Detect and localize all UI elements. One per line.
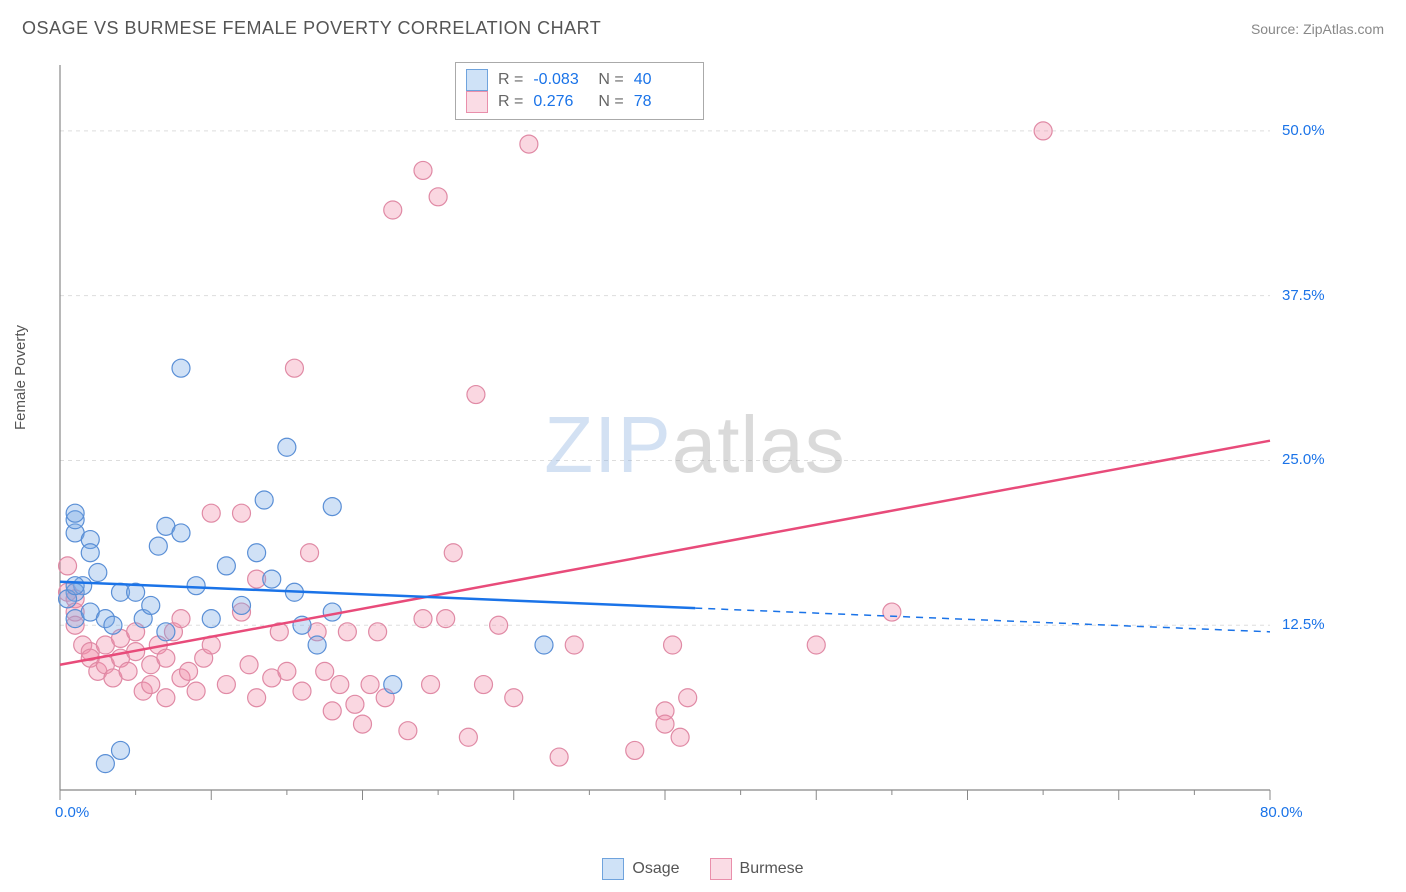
- y-tick-label: 50.0%: [1282, 122, 1325, 139]
- chart-title: OSAGE VS BURMESE FEMALE POVERTY CORRELAT…: [22, 18, 601, 39]
- chart-area: ZIPatlas 12.5%25.0%37.5%50.0%0.0%80.0%: [50, 60, 1340, 830]
- chart-header: OSAGE VS BURMESE FEMALE POVERTY CORRELAT…: [22, 18, 1384, 39]
- legend-label-osage: Osage: [632, 860, 679, 878]
- y-tick-label: 25.0%: [1282, 451, 1325, 468]
- r-label-burmese: R =: [498, 91, 523, 113]
- n-value-burmese: 78: [634, 91, 689, 113]
- swatch-burmese: [466, 91, 488, 113]
- y-tick-label: 37.5%: [1282, 287, 1325, 304]
- legend-label-burmese: Burmese: [740, 860, 804, 878]
- stats-legend: R = -0.083 N = 40 R = 0.276 N = 78: [455, 62, 704, 120]
- n-label-osage: N =: [598, 69, 623, 91]
- scatter-plot: [50, 60, 1340, 830]
- n-value-osage: 40: [634, 69, 689, 91]
- legend-swatch-burmese: [710, 858, 732, 880]
- swatch-osage: [466, 69, 488, 91]
- x-max-label: 80.0%: [1260, 804, 1303, 821]
- n-label-burmese: N =: [598, 91, 623, 113]
- y-tick-label: 12.5%: [1282, 616, 1325, 633]
- stats-row-burmese: R = 0.276 N = 78: [466, 91, 689, 113]
- r-value-osage: -0.083: [533, 69, 588, 91]
- legend-swatch-osage: [602, 858, 624, 880]
- r-value-burmese: 0.276: [533, 91, 588, 113]
- bottom-legend: Osage Burmese: [0, 858, 1406, 880]
- chart-source: Source: ZipAtlas.com: [1251, 21, 1384, 37]
- r-label-osage: R =: [498, 69, 523, 91]
- legend-item-burmese: Burmese: [710, 858, 804, 880]
- legend-item-osage: Osage: [602, 858, 679, 880]
- y-axis-label: Female Poverty: [12, 325, 29, 430]
- stats-row-osage: R = -0.083 N = 40: [466, 69, 689, 91]
- x-min-label: 0.0%: [55, 804, 89, 821]
